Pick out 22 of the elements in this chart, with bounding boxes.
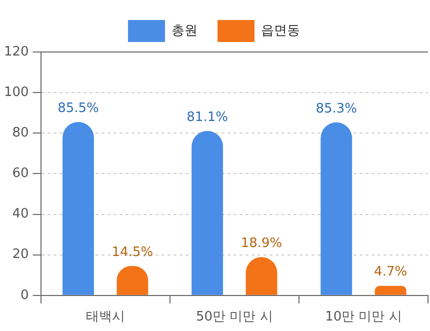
y-tick-label: 80 [12,126,29,141]
y-tick-label: 40 [12,206,29,222]
data-label: 18.9% [240,236,282,251]
y-tick-label: 120 [4,44,29,60]
bar [374,286,406,295]
data-label: 14.5% [112,244,154,260]
x-tick-label: 50만 미만 시 [196,310,273,325]
data-label: 85.5% [58,100,99,116]
legend-label: 총원 [172,23,198,38]
y-tick-label: 20 [12,247,29,262]
y-tick-label: 60 [12,166,29,182]
data-label: 85.3% [316,101,358,116]
data-label: 81.1% [186,110,228,125]
bar [62,122,94,295]
bar [320,122,352,295]
bar [192,130,224,295]
x-tick-label: 태백시 [86,310,125,325]
x-tick-label: 10만 미만 시 [325,310,402,325]
data-label: 4.7% [374,264,408,280]
y-tick-label: 0 [20,288,29,303]
legend-label: 읍면동 [261,23,300,38]
y-tick-label: 100 [4,84,29,100]
